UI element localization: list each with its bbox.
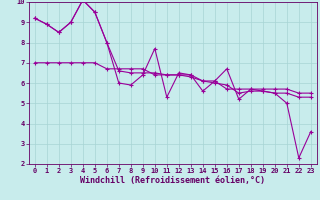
X-axis label: Windchill (Refroidissement éolien,°C): Windchill (Refroidissement éolien,°C) xyxy=(80,176,265,185)
